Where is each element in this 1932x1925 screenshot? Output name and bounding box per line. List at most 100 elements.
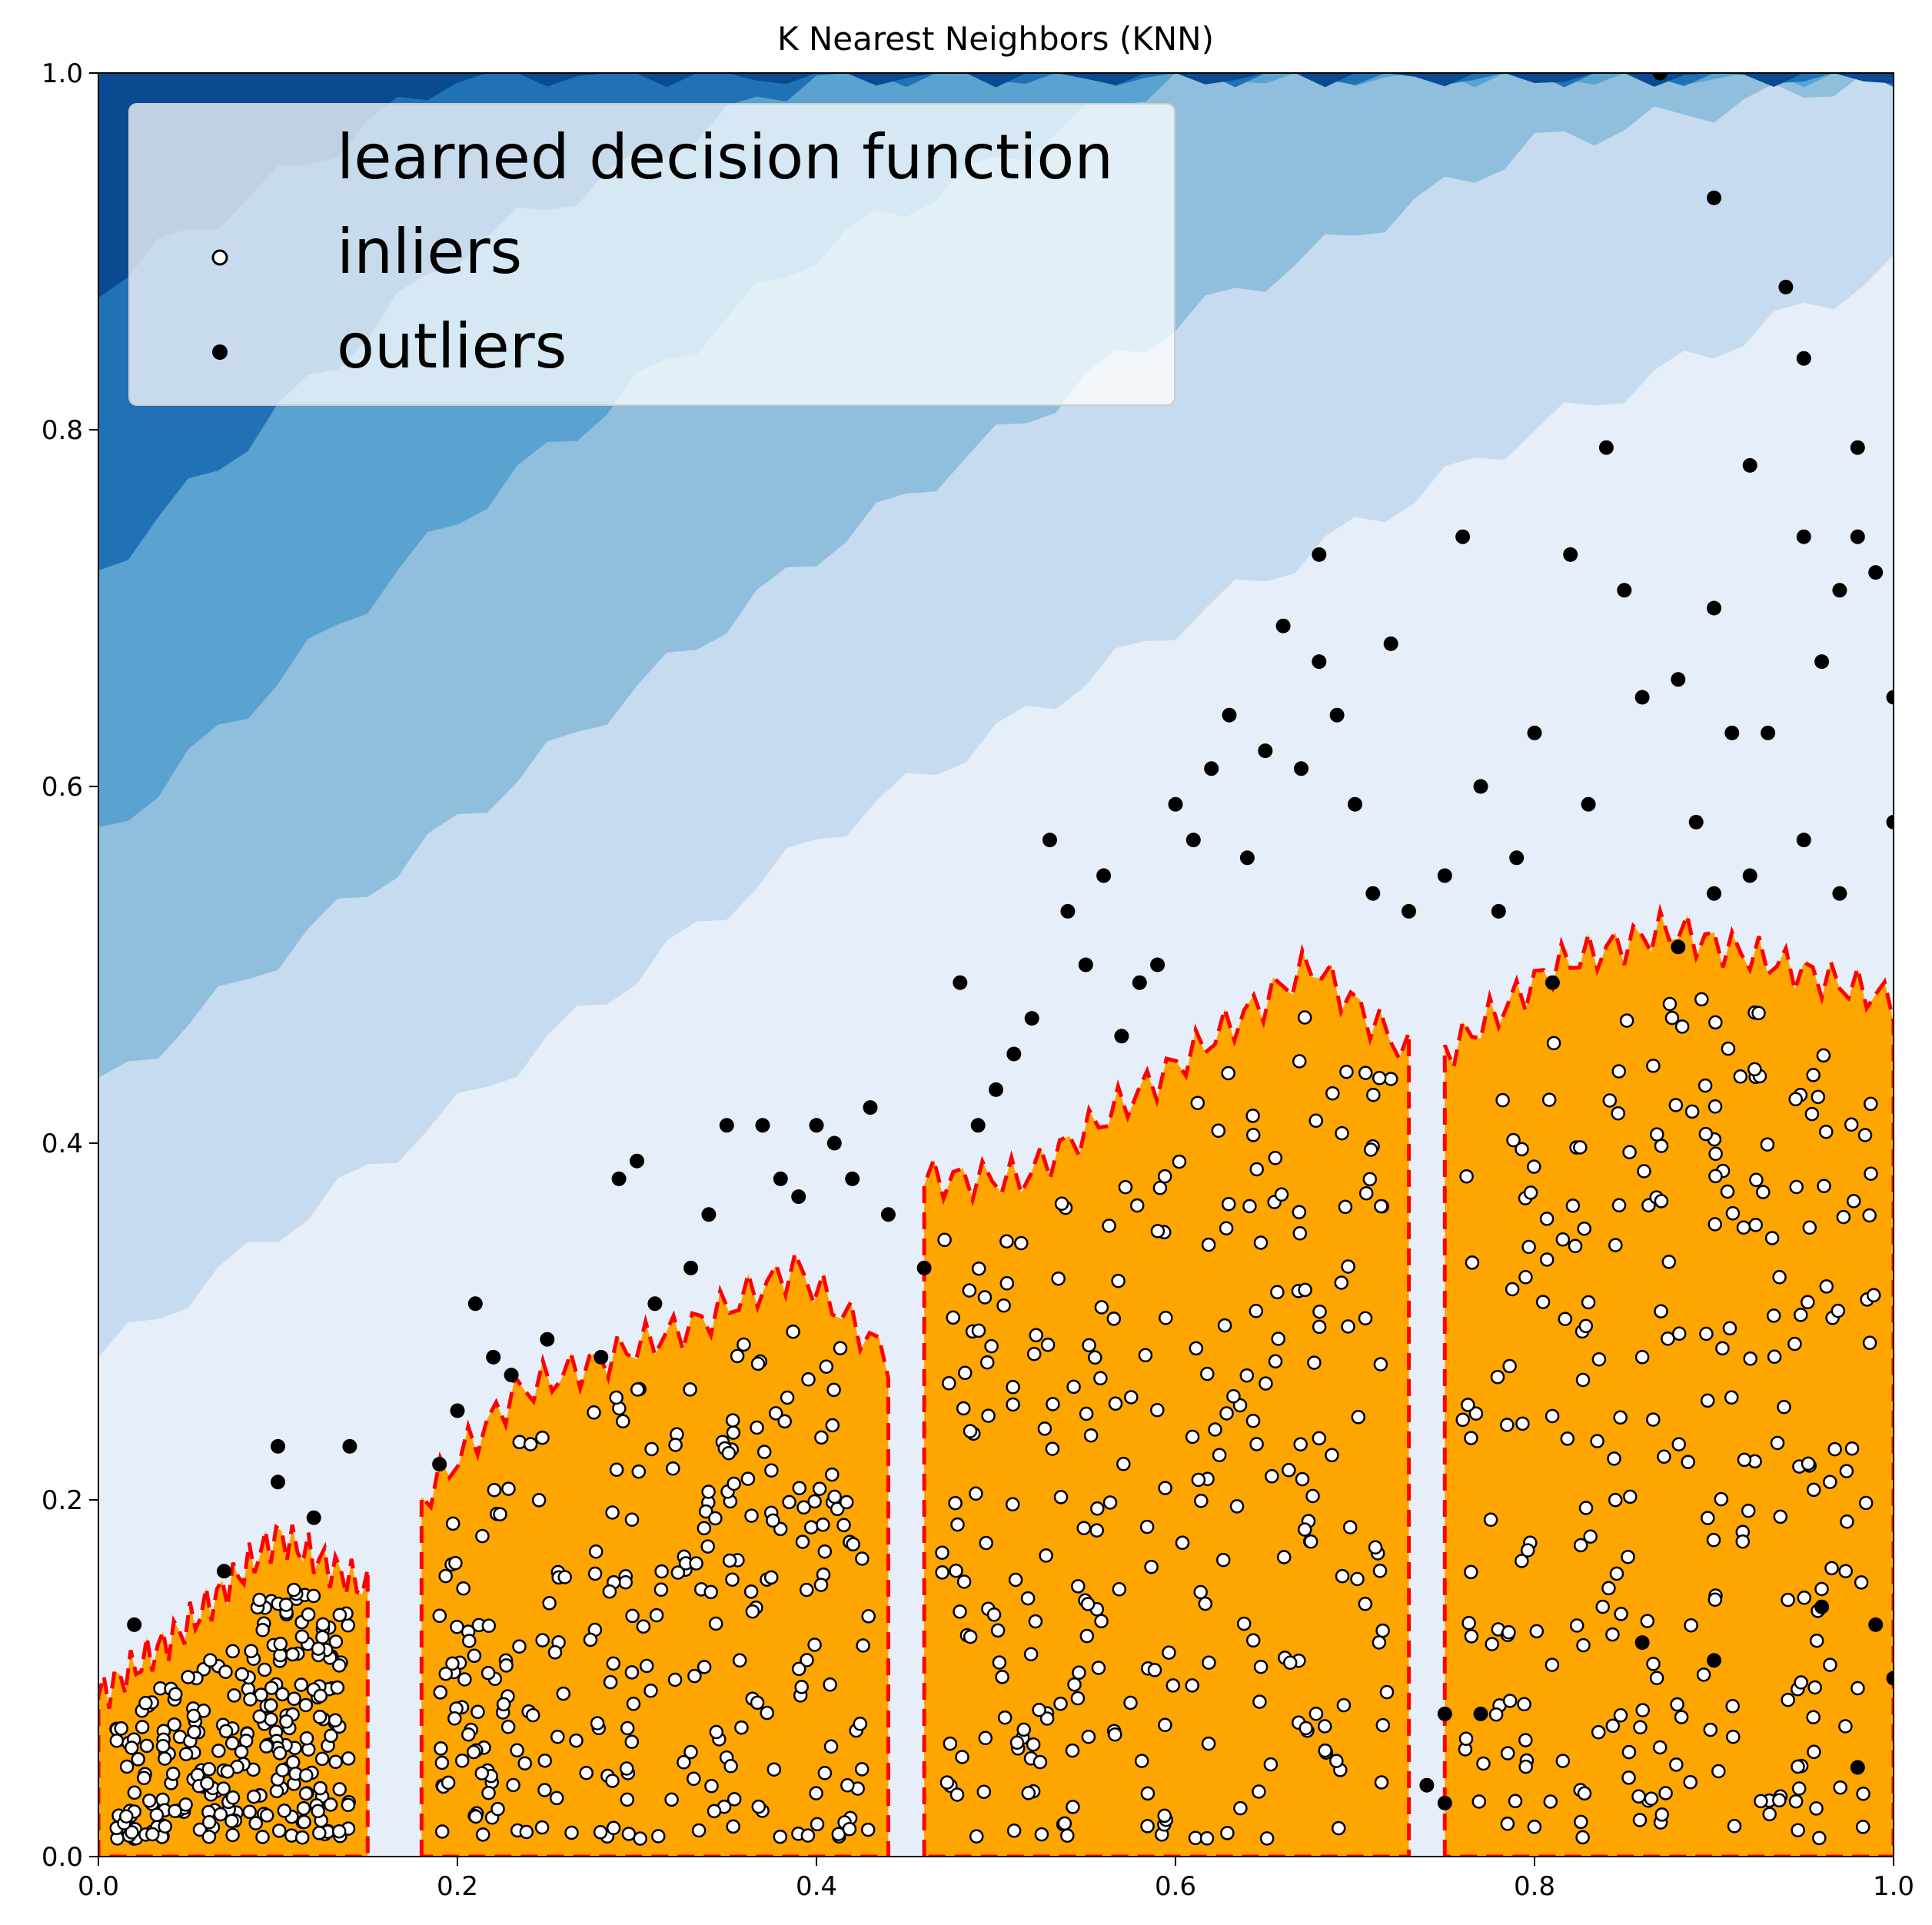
inlier-point	[1631, 1789, 1646, 1804]
y-axis: 0.0 0.2 0.4 0.6 0.8 1.0	[42, 58, 98, 1873]
inlier-point	[313, 1688, 328, 1704]
inlier-point	[1134, 1754, 1149, 1768]
inlier-point	[264, 1712, 278, 1727]
inlier-point	[971, 1323, 986, 1338]
outlier-point	[1024, 1011, 1039, 1026]
inlier-point	[259, 1739, 274, 1754]
chart-title: K Nearest Neighbors (KNN)	[777, 20, 1214, 58]
inlier-point	[1102, 1219, 1116, 1233]
inlier-point	[1809, 1633, 1824, 1648]
inlier-point	[468, 1809, 484, 1824]
outlier-point	[1275, 618, 1291, 633]
inlier-point	[246, 1789, 261, 1804]
inlier-point	[1748, 1218, 1763, 1232]
inlier-point	[1094, 1614, 1109, 1629]
inlier-point	[1305, 1488, 1320, 1504]
outlier-point	[611, 1171, 627, 1186]
inlier-point	[1032, 1702, 1046, 1717]
inlier-point	[1245, 1413, 1261, 1428]
legend: learned decision function inliers outlie…	[128, 103, 1175, 406]
outlier-point	[1707, 886, 1721, 901]
inlier-point	[556, 1686, 571, 1701]
inlier-point	[792, 1481, 807, 1495]
outlier-point	[647, 1296, 663, 1312]
inlier-point	[1541, 1092, 1557, 1107]
outlier-point	[1348, 796, 1362, 812]
outlier-point	[1868, 1617, 1884, 1632]
inlier-point	[1650, 1127, 1664, 1142]
inlier-point	[1794, 1308, 1808, 1322]
inlier-point	[234, 1667, 249, 1682]
inlier-point	[1464, 1431, 1478, 1445]
inlier-point	[1756, 1185, 1771, 1199]
inlier-point	[1726, 1729, 1741, 1744]
inlier-point	[654, 1564, 669, 1579]
inlier-point	[1578, 1501, 1594, 1515]
inlier-point	[1373, 1357, 1388, 1371]
inlier-point	[1079, 1406, 1094, 1421]
inlier-point	[773, 1829, 788, 1844]
outlier-point	[1419, 1777, 1435, 1793]
inlier-point	[481, 1618, 497, 1634]
inlier-point	[1819, 1279, 1834, 1294]
inlier-point	[535, 1633, 550, 1647]
legend-marker-inliers	[211, 249, 228, 266]
inlier-point	[750, 1356, 766, 1371]
inlier-point	[817, 1766, 833, 1780]
inlier-point	[949, 1787, 965, 1802]
inlier-point	[139, 1738, 155, 1754]
outlier-point	[1742, 868, 1757, 883]
inlier-point	[433, 1685, 448, 1700]
inlier-point	[506, 1777, 520, 1793]
inlier-point	[740, 1471, 756, 1486]
inlier-point	[1094, 1300, 1109, 1315]
inlier-point	[1039, 1711, 1055, 1726]
inlier-point	[434, 1755, 450, 1770]
inlier-point	[1609, 1566, 1624, 1581]
inlier-point	[273, 1637, 288, 1651]
inlier-point	[1797, 1591, 1812, 1605]
outlier-point	[1204, 761, 1219, 776]
inlier-point	[1358, 1597, 1373, 1611]
inlier-point	[708, 1616, 723, 1631]
inlier-point	[275, 1763, 290, 1777]
inlier-point	[999, 1276, 1015, 1291]
inlier-point	[218, 1724, 234, 1739]
inlier-point	[119, 1809, 134, 1824]
outlier-point	[1814, 654, 1830, 670]
outlier-point	[1796, 833, 1811, 848]
inlier-point	[697, 1521, 712, 1536]
inlier-point	[1152, 1180, 1168, 1195]
inlier-point	[1806, 1482, 1821, 1498]
outlier-point	[630, 1153, 644, 1169]
inlier-point	[1535, 1295, 1551, 1309]
inlier-point	[201, 1762, 217, 1777]
inlier-point	[1576, 1637, 1591, 1653]
inlier-point	[956, 1401, 971, 1416]
inlier-point	[1508, 1794, 1523, 1809]
inlier-point	[609, 1390, 623, 1405]
inlier-point	[1632, 1813, 1648, 1827]
inlier-point	[211, 1744, 226, 1758]
inlier-point	[242, 1804, 257, 1820]
outlier-point	[467, 1296, 483, 1312]
outlier-point	[1060, 903, 1076, 919]
inlier-point	[819, 1359, 834, 1374]
inlier-point	[1111, 1273, 1126, 1288]
inlier-point	[1336, 1697, 1352, 1713]
inlier-point	[1605, 1718, 1621, 1734]
inlier-point	[1051, 1271, 1066, 1286]
inlier-point	[1297, 1522, 1312, 1537]
inlier-region-4	[1442, 903, 1894, 1857]
inlier-point	[1193, 1584, 1208, 1600]
inlier-point	[1634, 1350, 1650, 1365]
inlier-point	[1621, 1770, 1636, 1785]
inlier-point	[979, 1355, 995, 1370]
inlier-point	[1106, 1312, 1122, 1326]
inlier-point	[1708, 1217, 1722, 1232]
inlier-point	[856, 1638, 870, 1653]
inlier-point	[244, 1644, 258, 1658]
inlier-point	[224, 1736, 240, 1750]
inlier-point	[636, 1619, 651, 1634]
inlier-point	[795, 1534, 810, 1549]
